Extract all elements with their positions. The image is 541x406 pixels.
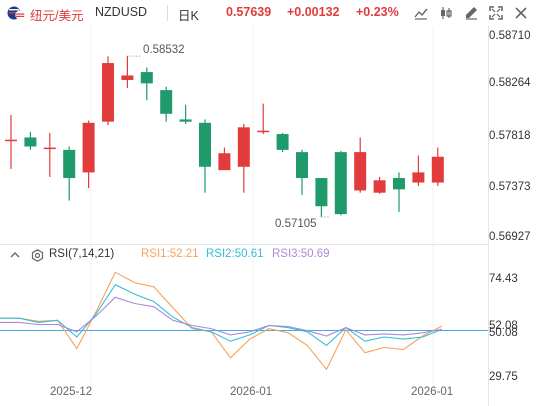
date-tick: 2025-12 — [50, 386, 93, 398]
candle-body — [296, 152, 308, 179]
chart-header: 纽元/美元 NZDUSD 日K 0.57639 +0.00132 +0.23% — [0, 0, 541, 26]
candle-body — [199, 122, 211, 167]
candle-type-icon[interactable] — [437, 4, 455, 22]
drawing-icon[interactable] — [462, 4, 480, 22]
line-chart-icon[interactable] — [412, 4, 430, 22]
rsi-indicator-name[interactable]: RSI(7,14,21) — [49, 248, 115, 260]
rsi1-value: RSI1:52.21 — [141, 248, 199, 260]
candle-body — [276, 134, 289, 150]
price-tick: 0.58264 — [489, 77, 531, 89]
rsi-tick: 29.75 — [489, 371, 518, 383]
pair-name-cn[interactable]: 纽元/美元 — [30, 9, 84, 23]
flag-icon — [7, 6, 25, 20]
candle-body — [140, 72, 153, 84]
date-tick: 2026-01 — [411, 386, 454, 398]
candle-body — [160, 90, 173, 114]
candle-body — [218, 153, 231, 171]
candle-body — [237, 127, 250, 167]
price-tick: 0.56927 — [489, 231, 531, 243]
close-icon[interactable] — [512, 4, 530, 22]
date-tick: 2026-01 — [230, 386, 273, 398]
candle-body — [412, 172, 425, 183]
candle-body — [5, 139, 17, 142]
rsi2-value: RSI2:50.61 — [206, 248, 264, 260]
low-annotation: 0.57105 — [275, 218, 317, 230]
candle-body — [257, 130, 270, 133]
high-annotation: 0.58532 — [143, 44, 185, 56]
rsi3-value: RSI3:50.69 — [272, 248, 330, 260]
rsi-tick: 50.08 — [489, 327, 518, 339]
candle-body — [179, 119, 192, 122]
collapse-icon[interactable] — [9, 249, 21, 264]
candle-body — [334, 152, 347, 215]
candle-body — [121, 75, 134, 80]
candle-body — [315, 178, 328, 207]
divider — [167, 5, 168, 21]
candle-body — [393, 178, 405, 190]
rsi3-line — [0, 296, 442, 337]
rsi2-line — [0, 283, 443, 347]
fullscreen-icon[interactable] — [487, 4, 505, 22]
candle-body — [102, 63, 114, 122]
rsi1-line — [0, 271, 443, 371]
rsi-tick: 74.43 — [489, 273, 518, 285]
candle-body — [63, 149, 76, 179]
price-tick: 0.58710 — [489, 30, 531, 42]
rsi-tick: 52.08 — [489, 320, 518, 332]
candle-body — [354, 152, 367, 191]
pair-symbol[interactable]: NZDUSD — [95, 5, 148, 19]
price-change: +0.00132 — [287, 5, 340, 19]
candle-body — [24, 137, 37, 147]
settings-icon[interactable] — [31, 249, 44, 265]
candle-body — [82, 122, 95, 173]
candle-body — [373, 180, 386, 193]
last-price: 0.57639 — [226, 5, 272, 19]
timeframe-select[interactable]: 日K — [178, 9, 199, 23]
candle-body — [43, 147, 56, 150]
candle-body — [431, 156, 444, 183]
price-tick: 0.57373 — [489, 181, 531, 193]
price-change-pct: +0.23% — [356, 5, 399, 19]
price-tick: 0.57818 — [489, 130, 531, 142]
